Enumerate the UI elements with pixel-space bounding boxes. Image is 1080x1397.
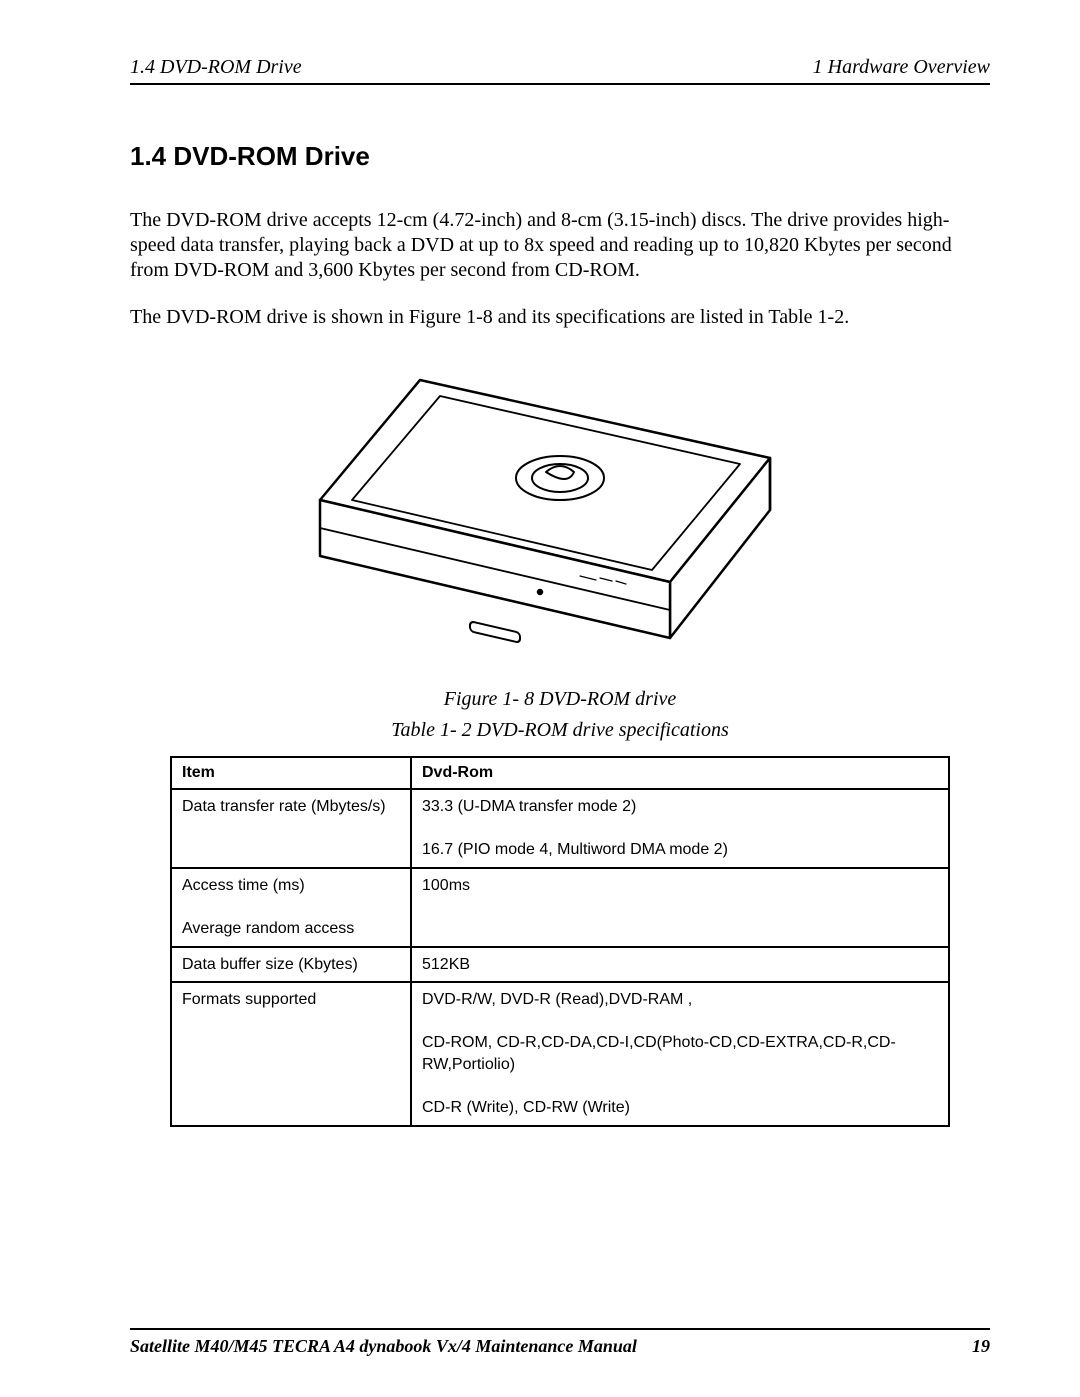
table-row: Access time (ms)Average random access100… (171, 868, 949, 947)
paragraph-2: The DVD-ROM drive is shown in Figure 1-8… (130, 305, 990, 330)
table-cell-item: Access time (ms)Average random access (171, 868, 411, 947)
header-right: 1 Hardware Overview (813, 56, 990, 79)
paragraph-1: The DVD-ROM drive accepts 12-cm (4.72-in… (130, 208, 990, 283)
section-title: 1.4 DVD-ROM Drive (130, 141, 990, 172)
running-header: 1.4 DVD-ROM Drive 1 Hardware Overview (130, 56, 990, 85)
table-header-value: Dvd-Rom (411, 757, 949, 789)
figure-dvd-rom-drive (130, 360, 990, 670)
table-cell-value: 33.3 (U-DMA transfer mode 2)16.7 (PIO mo… (411, 789, 949, 868)
table-header-item: Item (171, 757, 411, 789)
table-cell-value: 100ms (411, 868, 949, 947)
table-caption: Table 1- 2 DVD-ROM drive specifications (130, 719, 990, 742)
dvd-rom-drive-illustration (300, 360, 820, 670)
page: 1.4 DVD-ROM Drive 1 Hardware Overview 1.… (0, 0, 1080, 1397)
footer-title: Satellite M40/M45 TECRA A4 dynabook Vx/4… (130, 1336, 637, 1357)
table-row: Data buffer size (Kbytes)512KB (171, 947, 949, 983)
table-row: Data transfer rate (Mbytes/s)33.3 (U-DMA… (171, 789, 949, 868)
running-footer: Satellite M40/M45 TECRA A4 dynabook Vx/4… (130, 1328, 990, 1357)
table-cell-item: Formats supported (171, 982, 411, 1126)
table-cell-value: 512KB (411, 947, 949, 983)
spec-table: Item Dvd-Rom Data transfer rate (Mbytes/… (170, 756, 950, 1127)
table-header-row: Item Dvd-Rom (171, 757, 949, 789)
table-row: Formats supportedDVD-R/W, DVD-R (Read),D… (171, 982, 949, 1126)
table-body: Data transfer rate (Mbytes/s)33.3 (U-DMA… (171, 789, 949, 1126)
table-cell-value: DVD-R/W, DVD-R (Read),DVD-RAM ,CD-ROM, C… (411, 982, 949, 1126)
figure-caption: Figure 1- 8 DVD-ROM drive (130, 688, 990, 711)
table-cell-item: Data transfer rate (Mbytes/s) (171, 789, 411, 868)
table-cell-item: Data buffer size (Kbytes) (171, 947, 411, 983)
header-left: 1.4 DVD-ROM Drive (130, 56, 302, 79)
footer-page-number: 19 (972, 1336, 990, 1357)
